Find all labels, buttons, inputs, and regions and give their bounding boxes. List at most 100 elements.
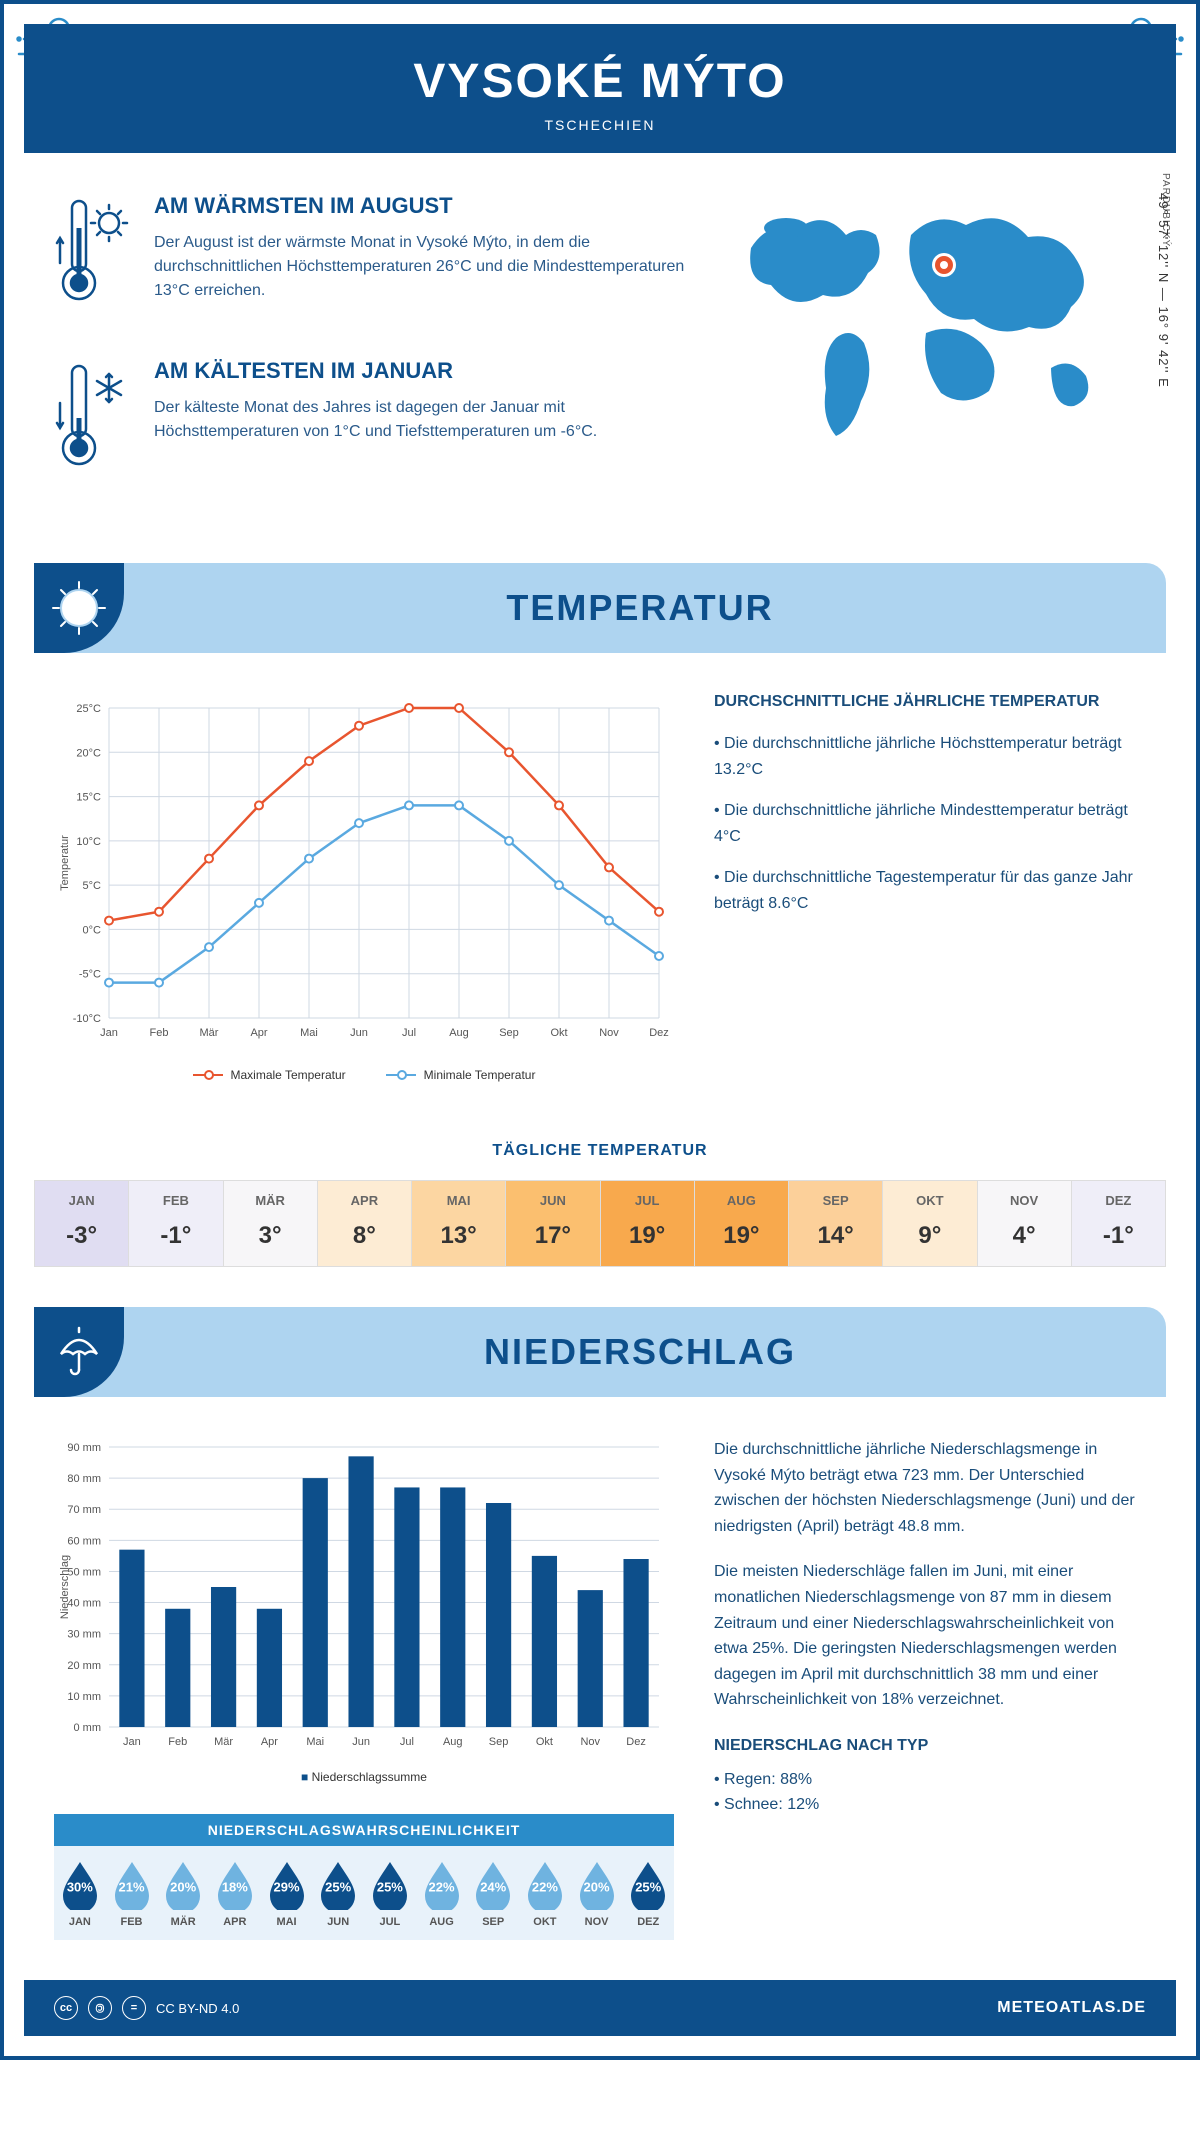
svg-text:-10°C: -10°C <box>73 1013 101 1025</box>
coldest-block: AM KÄLTESTEN IM JANUAR Der kälteste Mona… <box>54 358 686 483</box>
svg-text:Aug: Aug <box>449 1027 469 1039</box>
coords-label: 49° 57' 12'' N — 16° 9' 42'' E <box>1156 193 1171 388</box>
svg-text:0°C: 0°C <box>83 924 102 936</box>
svg-text:Okt: Okt <box>536 1736 553 1748</box>
daily-temp-cell: OKT9° <box>883 1181 977 1266</box>
temperature-line-chart: -10°C-5°C0°C5°C10°C15°C20°C25°CJanFebMär… <box>54 693 674 1053</box>
svg-text:Nov: Nov <box>580 1736 600 1748</box>
svg-text:Jul: Jul <box>400 1736 414 1748</box>
daily-temp-cell: MAI13° <box>412 1181 506 1266</box>
legend-max: Maximale Temperatur <box>231 1068 346 1082</box>
prob-cell: 20%NOV <box>571 1846 623 1940</box>
svg-text:Mär: Mär <box>214 1736 233 1748</box>
svg-text:Okt: Okt <box>550 1027 567 1039</box>
daily-temp-cell: MÄR3° <box>224 1181 318 1266</box>
svg-text:25°C: 25°C <box>76 703 101 715</box>
svg-text:20 mm: 20 mm <box>67 1660 101 1672</box>
precip-section-title: NIEDERSCHLAG <box>144 1331 1136 1373</box>
prob-cell: 24%SEP <box>467 1846 519 1940</box>
temp-bullet-1: • Die durchschnittliche jährliche Höchst… <box>714 731 1146 782</box>
svg-text:5°C: 5°C <box>83 880 102 892</box>
svg-text:40 mm: 40 mm <box>67 1598 101 1610</box>
prob-cell: 25%DEZ <box>622 1846 674 1940</box>
world-map: PARDUBICKÝ 49° 57' 12'' N — 16° 9' 42'' … <box>726 193 1146 523</box>
svg-text:Apr: Apr <box>261 1736 278 1748</box>
page: VYSOKÉ MÝTO TSCHECHIEN AM WÄRMSTEN IM AU… <box>0 0 1200 2060</box>
by-icon: 🄯 <box>88 1996 112 2020</box>
temp-section: -10°C-5°C0°C5°C10°C15°C20°C25°CJanFebMär… <box>4 653 1196 1122</box>
svg-text:Temperatur: Temperatur <box>59 835 71 891</box>
temp-bullet-2: • Die durchschnittliche jährliche Mindes… <box>714 798 1146 849</box>
daily-temp-cell: JUL19° <box>601 1181 695 1266</box>
svg-text:30 mm: 30 mm <box>67 1629 101 1641</box>
license-text: CC BY-ND 4.0 <box>156 2001 239 2016</box>
brand-text: METEOATLAS.DE <box>997 1999 1146 2017</box>
svg-text:Jan: Jan <box>100 1027 118 1039</box>
precip-section: 0 mm10 mm20 mm30 mm40 mm50 mm60 mm70 mm8… <box>4 1397 1196 1960</box>
temp-bullet-3: • Die durchschnittliche Tagestemperatur … <box>714 865 1146 916</box>
sun-icon <box>34 563 124 653</box>
probability-grid: 30%JAN21%FEB20%MÄR18%APR29%MAI25%JUN25%J… <box>54 1846 674 1940</box>
legend-min: Minimale Temperatur <box>424 1068 536 1082</box>
warmest-title: AM WÄRMSTEN IM AUGUST <box>154 193 686 219</box>
daily-temp-cell: NOV4° <box>978 1181 1072 1266</box>
prob-cell: 21%FEB <box>106 1846 158 1940</box>
country-subtitle: TSCHECHIEN <box>44 117 1156 133</box>
temp-info-title: DURCHSCHNITTLICHE JÄHRLICHE TEMPERATUR <box>714 693 1146 711</box>
svg-text:Sep: Sep <box>489 1736 509 1748</box>
prob-cell: 25%JUL <box>364 1846 416 1940</box>
prob-cell: 30%JAN <box>54 1846 106 1940</box>
svg-text:Jan: Jan <box>123 1736 141 1748</box>
precip-type-1: • Regen: 88% <box>714 1767 1146 1793</box>
svg-text:50 mm: 50 mm <box>67 1566 101 1578</box>
precip-info: Die durchschnittliche jährliche Niedersc… <box>714 1437 1146 1940</box>
svg-text:Niederschlag: Niederschlag <box>59 1555 71 1619</box>
svg-text:60 mm: 60 mm <box>67 1535 101 1547</box>
coldest-text: Der kälteste Monat des Jahres ist dagege… <box>154 396 686 444</box>
city-title: VYSOKÉ MÝTO <box>44 54 1156 109</box>
precip-p2: Die meisten Niederschläge fallen im Juni… <box>714 1559 1146 1713</box>
daily-temp-cell: APR8° <box>318 1181 412 1266</box>
daily-temp-cell: SEP14° <box>789 1181 883 1266</box>
svg-text:10 mm: 10 mm <box>67 1691 101 1703</box>
precipitation-bar-chart: 0 mm10 mm20 mm30 mm40 mm50 mm60 mm70 mm8… <box>54 1437 674 1757</box>
intro-section: AM WÄRMSTEN IM AUGUST Der August ist der… <box>4 153 1196 563</box>
daily-temp-cell: JUN17° <box>506 1181 600 1266</box>
nd-icon: = <box>122 1996 146 2020</box>
svg-text:20°C: 20°C <box>76 747 101 759</box>
daily-temp-title: TÄGLICHE TEMPERATUR <box>4 1142 1196 1160</box>
svg-text:-5°C: -5°C <box>79 969 101 981</box>
temp-section-title: TEMPERATUR <box>144 587 1136 629</box>
coldest-title: AM KÄLTESTEN IM JANUAR <box>154 358 686 384</box>
svg-text:Mai: Mai <box>306 1736 324 1748</box>
cc-icon: cc <box>54 1996 78 2020</box>
daily-temp-cell: AUG19° <box>695 1181 789 1266</box>
svg-text:Aug: Aug <box>443 1736 463 1748</box>
svg-text:70 mm: 70 mm <box>67 1504 101 1516</box>
prob-cell: 22%OKT <box>519 1846 571 1940</box>
daily-temp-cell: JAN-3° <box>35 1181 129 1266</box>
svg-text:Mai: Mai <box>300 1027 318 1039</box>
daily-temp-cell: DEZ-1° <box>1072 1181 1165 1266</box>
header: VYSOKÉ MÝTO TSCHECHIEN <box>24 24 1176 153</box>
svg-text:Sep: Sep <box>499 1027 519 1039</box>
svg-text:Jul: Jul <box>402 1027 416 1039</box>
thermometer-hot-icon <box>54 193 134 318</box>
svg-text:Nov: Nov <box>599 1027 619 1039</box>
svg-text:Dez: Dez <box>626 1736 646 1748</box>
prob-cell: 18%APR <box>209 1846 261 1940</box>
footer: cc 🄯 = CC BY-ND 4.0 METEOATLAS.DE <box>24 1980 1176 2036</box>
warmest-text: Der August ist der wärmste Monat in Vyso… <box>154 231 686 303</box>
svg-text:0 mm: 0 mm <box>74 1722 102 1734</box>
svg-text:Feb: Feb <box>150 1027 169 1039</box>
prob-cell: 29%MAI <box>261 1846 313 1940</box>
prob-cell: 20%MÄR <box>157 1846 209 1940</box>
svg-text:Dez: Dez <box>649 1027 669 1039</box>
umbrella-icon <box>34 1307 124 1397</box>
temp-legend: .legend-item:nth-child(1) .legend-line::… <box>54 1068 674 1082</box>
precip-type-title: NIEDERSCHLAG NACH TYP <box>714 1733 1146 1759</box>
temp-info: DURCHSCHNITTLICHE JÄHRLICHE TEMPERATUR •… <box>714 693 1146 1082</box>
precip-type-2: • Schnee: 12% <box>714 1792 1146 1818</box>
prob-cell: 25%JUN <box>312 1846 364 1940</box>
svg-text:Jun: Jun <box>350 1027 368 1039</box>
